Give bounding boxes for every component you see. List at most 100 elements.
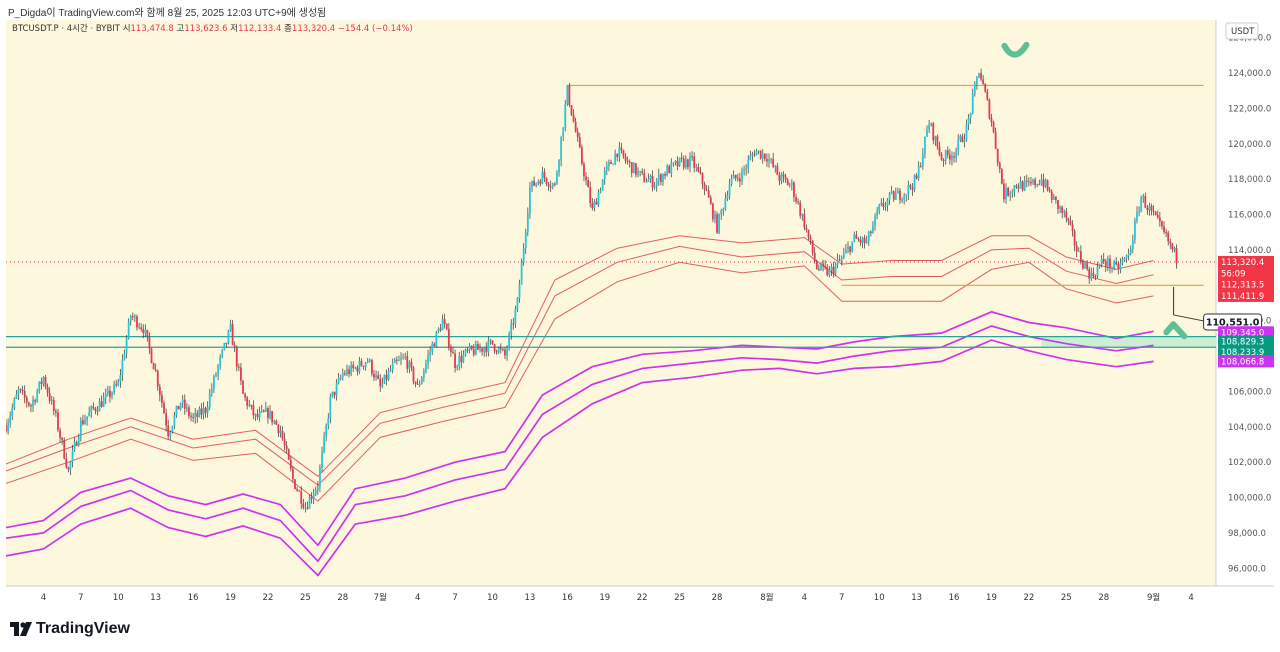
candle-body[interactable] (1005, 188, 1007, 200)
candle-body[interactable] (262, 410, 265, 412)
candle-body[interactable] (1084, 263, 1086, 269)
candle-body[interactable] (418, 384, 421, 386)
candle-body[interactable] (377, 375, 380, 379)
candle-body[interactable] (181, 399, 184, 404)
candle-body[interactable] (724, 198, 727, 210)
candle-body[interactable] (624, 156, 627, 161)
candle-body[interactable] (818, 269, 820, 271)
candle-body[interactable] (716, 214, 718, 233)
candle-body[interactable] (807, 229, 810, 238)
candle-body[interactable] (350, 364, 353, 375)
candle-body[interactable] (682, 158, 685, 168)
candle-body[interactable] (780, 174, 783, 181)
candle-body[interactable] (670, 162, 673, 174)
candle-body[interactable] (824, 265, 827, 268)
candle-body[interactable] (44, 377, 47, 387)
candle-body[interactable] (167, 425, 170, 437)
candle-body[interactable] (385, 374, 388, 380)
candle-body[interactable] (358, 360, 361, 372)
candle-body[interactable] (703, 183, 706, 190)
candle-body[interactable] (443, 319, 446, 324)
candle-body[interactable] (928, 124, 930, 130)
candle-body[interactable] (897, 190, 899, 194)
candle-body[interactable] (495, 350, 498, 353)
candle-body[interactable] (836, 259, 839, 265)
candle-body[interactable] (1063, 211, 1066, 213)
candle-body[interactable] (1142, 196, 1145, 198)
candle-body[interactable] (695, 166, 698, 168)
candle-body[interactable] (231, 323, 234, 346)
candle-body[interactable] (728, 184, 731, 196)
candle-body[interactable] (907, 184, 910, 195)
candle-body[interactable] (192, 416, 195, 418)
candle-body[interactable] (310, 496, 313, 499)
candle-body[interactable] (531, 180, 533, 188)
candle-body[interactable] (537, 181, 540, 183)
candle-body[interactable] (971, 93, 974, 114)
candle-body[interactable] (1129, 248, 1132, 254)
candle-body[interactable] (240, 367, 242, 381)
candle-body[interactable] (516, 298, 519, 310)
candle-body[interactable] (869, 231, 872, 234)
candle-body[interactable] (603, 170, 606, 180)
candle-body[interactable] (416, 383, 419, 385)
candle-body[interactable] (15, 394, 18, 399)
candle-body[interactable] (1092, 272, 1095, 276)
candle-body[interactable] (849, 246, 851, 252)
candle-body[interactable] (793, 182, 795, 198)
candle-body[interactable] (1113, 261, 1116, 268)
candle-body[interactable] (986, 91, 989, 100)
candle-body[interactable] (202, 407, 205, 415)
candle-body[interactable] (593, 201, 596, 209)
candle-body[interactable] (610, 162, 612, 164)
candle-body[interactable] (483, 348, 486, 352)
candle-body[interactable] (859, 239, 862, 243)
candle-body[interactable] (778, 174, 781, 181)
candle-body[interactable] (832, 267, 835, 274)
candle-body[interactable] (741, 170, 743, 182)
candle-body[interactable] (576, 131, 579, 138)
candle-body[interactable] (235, 347, 238, 367)
candle-body[interactable] (957, 139, 960, 150)
candle-body[interactable] (325, 425, 328, 437)
candle-body[interactable] (1065, 211, 1068, 219)
candle-body[interactable] (129, 316, 132, 322)
candle-body[interactable] (543, 171, 546, 179)
candle-body[interactable] (763, 153, 766, 159)
candle-body[interactable] (362, 365, 365, 367)
candle-body[interactable] (801, 214, 804, 216)
candle-body[interactable] (953, 156, 955, 158)
candle-body[interactable] (901, 200, 903, 202)
candle-body[interactable] (1057, 200, 1059, 210)
candle-body[interactable] (393, 359, 396, 363)
candle-body[interactable] (926, 129, 928, 137)
candle-body[interactable] (668, 166, 671, 174)
candle-body[interactable] (564, 104, 567, 128)
candle-body[interactable] (327, 418, 330, 426)
candle-body[interactable] (1152, 210, 1155, 212)
candle-body[interactable] (998, 162, 1001, 170)
candle-body[interactable] (976, 77, 978, 84)
candle-body[interactable] (886, 199, 889, 206)
candle-body[interactable] (439, 328, 442, 331)
candle-body[interactable] (497, 347, 500, 353)
candle-body[interactable] (714, 214, 716, 220)
candle-body[interactable] (304, 507, 307, 509)
candle-body[interactable] (919, 166, 922, 168)
candle-body[interactable] (242, 380, 244, 394)
candle-body[interactable] (705, 189, 708, 191)
candle-body[interactable] (296, 488, 298, 491)
candle-body[interactable] (54, 410, 57, 413)
candle-body[interactable] (942, 159, 945, 161)
candle-body[interactable] (113, 384, 116, 393)
candle-body[interactable] (874, 215, 876, 226)
candle-body[interactable] (1013, 185, 1016, 192)
candle-body[interactable] (298, 490, 301, 492)
candle-body[interactable] (963, 139, 966, 143)
candle-body[interactable] (96, 410, 99, 412)
candle-body[interactable] (437, 328, 440, 332)
candle-body[interactable] (420, 377, 423, 385)
candle-body[interactable] (366, 360, 369, 363)
candle-body[interactable] (857, 238, 860, 240)
candle-body[interactable] (462, 354, 465, 363)
